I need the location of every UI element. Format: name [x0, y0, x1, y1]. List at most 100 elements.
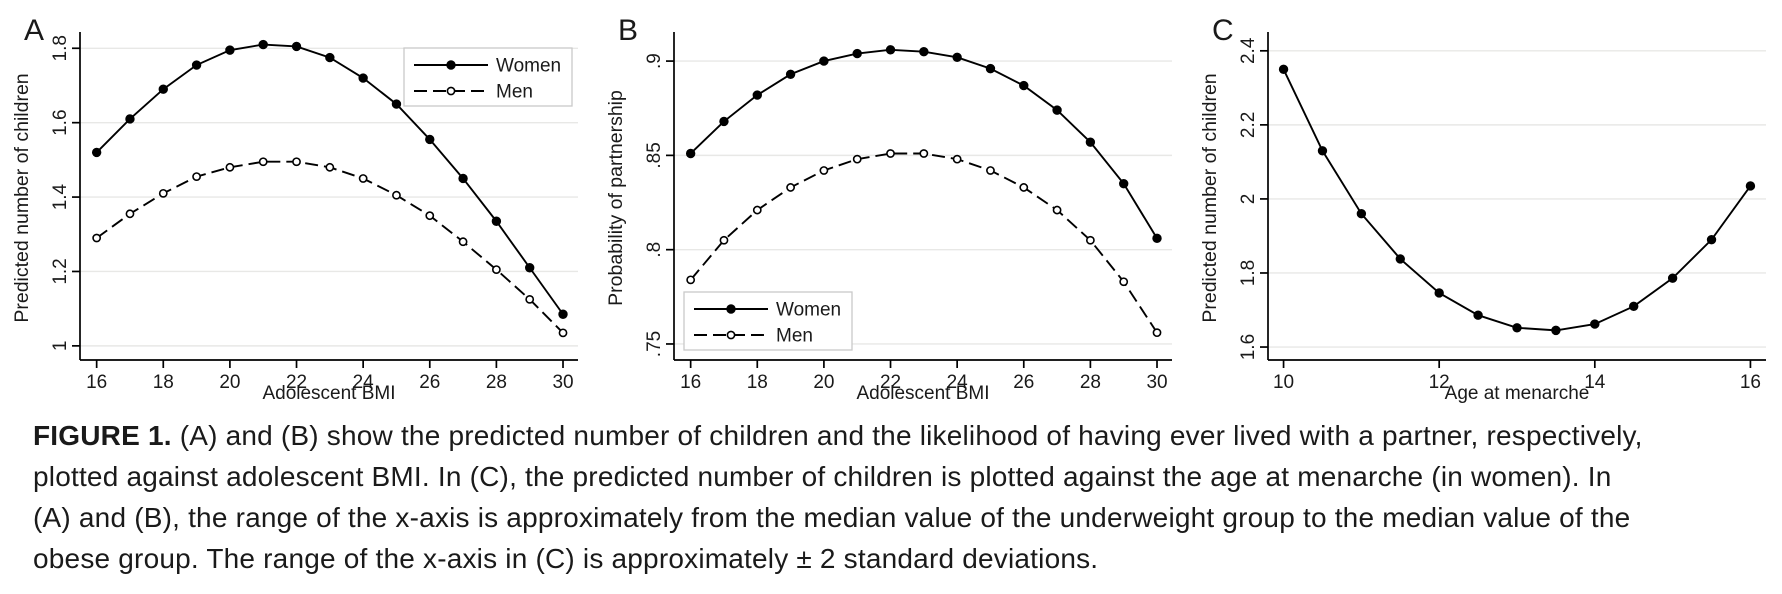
- series-men: [686, 149, 1162, 338]
- x-tick-label: 26: [419, 372, 440, 393]
- series-men-marker: [192, 172, 201, 182]
- legend-box: [683, 291, 853, 351]
- x-tick-label: 18: [153, 372, 174, 393]
- legend-marker: [726, 304, 736, 314]
- series-men-marker: [852, 154, 862, 164]
- caption-figure-label: FIGURE 1.: [33, 420, 172, 451]
- series-women-marker: [458, 173, 468, 184]
- y-tick-label: 2.4: [1238, 37, 1259, 64]
- series-main-marker: [1512, 323, 1522, 333]
- series-men-marker: [952, 154, 962, 164]
- x-tick-label: 24: [353, 372, 375, 393]
- series-men-marker: [125, 209, 135, 219]
- series-main-marker: [1356, 209, 1367, 219]
- series-main-marker: [1278, 64, 1289, 75]
- series-women-marker: [819, 56, 829, 66]
- series-main-marker: [1590, 319, 1600, 329]
- series-women-marker: [885, 45, 896, 55]
- x-axis-title: Adolescent BMI: [262, 383, 395, 404]
- y-tick-label: 1.2: [50, 258, 71, 284]
- y-tick-label: 2.2: [1238, 112, 1259, 138]
- x-tick-label: 28: [486, 372, 507, 393]
- series-men-marker: [919, 149, 929, 158]
- series-men-marker: [786, 183, 795, 192]
- series-women-marker: [425, 134, 435, 145]
- chart-panel-c: 1.6 1.8 2 2.2 2.4 10 12 14 16 Age at menarche Pred…: [1199, 14, 1766, 404]
- legend-b: Women Men: [683, 291, 853, 351]
- series-women-marker: [258, 39, 268, 50]
- series-women-marker: [158, 84, 168, 94]
- y-tick-label: 1.8: [1238, 260, 1259, 286]
- caption-line-1: FIGURE 1. (A) and (B) show the predicted…: [33, 415, 1762, 456]
- x-axis-title: Adolescent BMI: [856, 383, 989, 404]
- series-women: [685, 45, 1162, 244]
- y-axis-title: Probability of partnership: [605, 90, 627, 306]
- series-men-marker: [686, 275, 696, 285]
- y-tick-label: .75: [644, 331, 665, 357]
- x-axis-title: Age at menarche: [1445, 383, 1590, 404]
- legend-marker: [446, 86, 456, 96]
- series-men-marker: [458, 237, 468, 247]
- x-tick-label: 26: [1013, 372, 1034, 393]
- series-women-marker: [491, 216, 502, 226]
- series-main-marker: [1395, 254, 1405, 264]
- x-tick-label: 30: [552, 372, 573, 393]
- y-tick-label: .9: [644, 53, 665, 69]
- series-women-marker: [524, 263, 535, 273]
- axes-c: 1.6 1.8 2 2.2 2.4 10 12 14 16 Age at menarche Pred…: [1199, 32, 1766, 404]
- series-men-marker: [1085, 235, 1095, 245]
- series-women-marker: [325, 52, 335, 63]
- x-tick-label: 16: [680, 372, 701, 393]
- series-women-marker: [558, 309, 568, 319]
- series-men-marker: [558, 328, 568, 338]
- y-tick-label: 1.4: [50, 183, 71, 210]
- chart-panel-b: .75 .8 .85 .9 16 18 20 22 24 26 28 30 Adolescent BMI…: [605, 14, 1172, 404]
- series-women-marker: [1085, 137, 1096, 147]
- chart-panel-a: 1 1.2 1.4 1.6 1.8 16 18 20 22 24 26 28 30 Adolescent …: [11, 14, 578, 404]
- legend-marker: [726, 330, 736, 340]
- y-tick-label: 1.8: [50, 35, 71, 61]
- x-tick-label: 24: [947, 372, 969, 393]
- legend-label: Women: [776, 300, 841, 321]
- legend-label: Men: [776, 326, 813, 347]
- series-men-marker: [425, 211, 435, 221]
- figure-caption: FIGURE 1. (A) and (B) show the predicted…: [33, 415, 1762, 579]
- series-men-marker: [225, 162, 235, 172]
- series-men-marker: [986, 166, 995, 175]
- series-women-marker: [685, 148, 696, 159]
- y-tick-label: .85: [644, 142, 665, 168]
- panel-letter-a: A: [24, 14, 44, 47]
- x-tick-label: 28: [1080, 372, 1101, 393]
- series-men-marker: [819, 166, 829, 175]
- panel-letter-c: C: [1212, 14, 1234, 47]
- gridlines-c: [1268, 50, 1766, 348]
- x-tick-label: 20: [219, 372, 240, 393]
- x-tick-label: 22: [286, 372, 307, 393]
- y-tick-label: 1.6: [50, 109, 71, 135]
- x-tick-label: 18: [747, 372, 768, 393]
- series-women-marker: [785, 69, 796, 79]
- caption-line-2: plotted against adolescent BMI. In (C), …: [33, 461, 1612, 492]
- series-men-marker: [358, 174, 368, 183]
- legend-marker: [446, 60, 456, 70]
- x-tick-label: 14: [1584, 372, 1606, 393]
- series-men: [92, 157, 568, 338]
- series-women-marker: [91, 147, 102, 158]
- series-women-marker: [1152, 233, 1162, 244]
- series-men-marker: [325, 162, 335, 172]
- y-axis-title: Predicted number of children: [11, 73, 33, 322]
- series-women-marker: [919, 46, 929, 57]
- series-main-marker: [1317, 146, 1328, 156]
- series-women-marker: [1118, 178, 1129, 189]
- series-women-marker: [852, 48, 862, 59]
- series-men-marker: [1152, 328, 1162, 338]
- series-main-marker: [1706, 234, 1717, 245]
- axes-a: 1 1.2 1.4 1.6 1.8 16 18 20 22 24 26 28 30 Adolescent …: [11, 32, 578, 404]
- x-tick-label: 12: [1429, 372, 1450, 393]
- series-men-marker: [258, 157, 268, 167]
- series-men-marker: [292, 157, 301, 167]
- series-women-marker: [358, 73, 368, 83]
- axes-b: .75 .8 .85 .9 16 18 20 22 24 26 28 30 Adolescent BMI…: [605, 32, 1172, 404]
- charts-row: 1 1.2 1.4 1.6 1.8 16 18 20 22 24 26 28 30 Adolescent …: [11, 14, 1766, 404]
